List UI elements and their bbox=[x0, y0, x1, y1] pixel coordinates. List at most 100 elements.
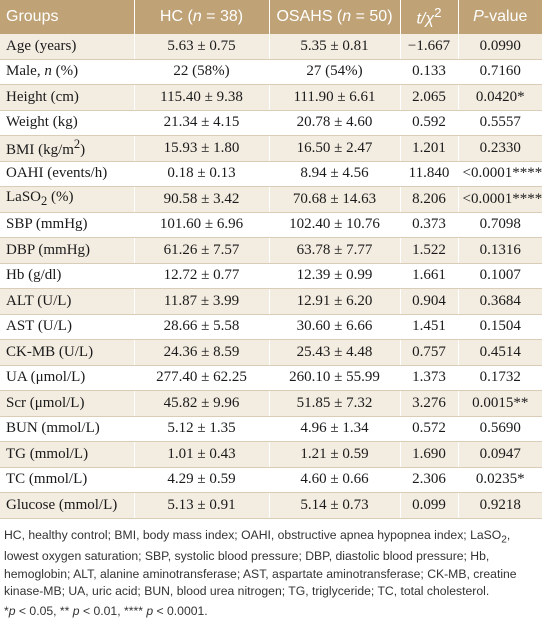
cell-p-value: <0.0001**** bbox=[458, 186, 542, 213]
cell-statistic: 1.373 bbox=[400, 365, 459, 391]
cell-p-value: 0.5557 bbox=[458, 110, 542, 136]
row-label: BUN (mmol/L) bbox=[0, 416, 135, 442]
cell-p-value: 0.5690 bbox=[458, 416, 542, 442]
table-row: SBP (mmHg) 101.60 ± 6.96 102.40 ± 10.76 0.3… bbox=[0, 212, 542, 238]
cell-p-value: 0.0947 bbox=[458, 441, 542, 468]
cell-p-value: 0.3684 bbox=[458, 288, 542, 315]
table-body: Age (years) 5.63 ± 0.75 5.35 ± 0.81 −1.667 0… bbox=[0, 34, 542, 519]
cell-hc: 61.26 ± 7.57 bbox=[134, 237, 270, 264]
row-label: ALT (U/L) bbox=[0, 288, 135, 315]
row-label: TG (mmol/L) bbox=[0, 441, 135, 468]
table-row: DBP (mmHg) 61.26 ± 7.57 63.78 ± 7.77 1.522 0… bbox=[0, 237, 542, 264]
row-label: Glucose (mmol/L) bbox=[0, 492, 135, 519]
cell-hc: 4.29 ± 0.59 bbox=[134, 467, 270, 493]
cell-p-value: 0.4514 bbox=[458, 339, 542, 366]
cell-statistic: 0.572 bbox=[400, 416, 459, 442]
table-row: Hb (g/dl) 12.72 ± 0.77 12.39 ± 0.99 1.661 0.… bbox=[0, 263, 542, 289]
row-label: Scr (μmol/L) bbox=[0, 390, 135, 417]
cell-hc: 22 (58%) bbox=[134, 59, 270, 85]
header-groups: Groups bbox=[0, 0, 135, 34]
table-row: BMI (kg/m2) 15.93 ± 1.80 16.50 ± 2.47 1.201… bbox=[0, 135, 542, 162]
cell-hc: 5.13 ± 0.91 bbox=[134, 492, 270, 519]
header-row: Groups HC (n = 38) OSAHS (n = 50) t/χ2 P… bbox=[0, 0, 542, 34]
cell-hc: 12.72 ± 0.77 bbox=[134, 263, 270, 289]
table-row: CK-MB (U/L) 24.36 ± 8.59 25.43 ± 4.48 0.757… bbox=[0, 339, 542, 366]
cell-osahs: 111.90 ± 6.61 bbox=[269, 84, 401, 111]
significance-note: *p < 0.05, ** p < 0.01, **** p < 0.0001. bbox=[4, 603, 208, 618]
cell-statistic: 8.206 bbox=[400, 186, 459, 213]
table-row: TC (mmol/L) 4.29 ± 0.59 4.60 ± 0.66 2.306 0.… bbox=[0, 467, 542, 493]
cell-p-value: 0.2330 bbox=[458, 135, 542, 162]
data-table: Groups HC (n = 38) OSAHS (n = 50) t/χ2 P… bbox=[0, 0, 542, 519]
table-header: Groups HC (n = 38) OSAHS (n = 50) t/χ2 P… bbox=[0, 0, 542, 34]
cell-hc: 15.93 ± 1.80 bbox=[134, 135, 270, 162]
cell-statistic: 11.840 bbox=[400, 161, 459, 187]
cell-statistic: 1.522 bbox=[400, 237, 459, 264]
cell-osahs: 12.91 ± 6.20 bbox=[269, 288, 401, 315]
cell-hc: 11.87 ± 3.99 bbox=[134, 288, 270, 315]
cell-p-value: 0.0420* bbox=[458, 84, 542, 111]
cell-hc: 1.01 ± 0.43 bbox=[134, 441, 270, 468]
table-row: ALT (U/L) 11.87 ± 3.99 12.91 ± 6.20 0.904 0.… bbox=[0, 288, 542, 315]
table-row: Male, n (%) 22 (58%) 27 (54%) 0.133 0.7160 bbox=[0, 59, 542, 85]
cell-hc: 0.18 ± 0.13 bbox=[134, 161, 270, 187]
cell-osahs: 4.60 ± 0.66 bbox=[269, 467, 401, 493]
cell-osahs: 16.50 ± 2.47 bbox=[269, 135, 401, 162]
cell-statistic: 0.904 bbox=[400, 288, 459, 315]
cell-statistic: 0.099 bbox=[400, 492, 459, 519]
row-label: SBP (mmHg) bbox=[0, 212, 135, 238]
table-row: Weight (kg) 21.34 ± 4.15 20.78 ± 4.60 0.592… bbox=[0, 110, 542, 136]
header-statistic: t/χ2 bbox=[400, 0, 459, 34]
cell-osahs: 5.35 ± 0.81 bbox=[269, 34, 401, 60]
cell-statistic: −1.667 bbox=[400, 34, 459, 60]
cell-statistic: 1.201 bbox=[400, 135, 459, 162]
cell-osahs: 8.94 ± 4.56 bbox=[269, 161, 401, 187]
table-row: TG (mmol/L) 1.01 ± 0.43 1.21 ± 0.59 1.690 0.… bbox=[0, 441, 542, 468]
cell-osahs: 5.14 ± 0.73 bbox=[269, 492, 401, 519]
cell-statistic: 0.373 bbox=[400, 212, 459, 238]
table-row: Height (cm) 115.40 ± 9.38 111.90 ± 6.61 2.0… bbox=[0, 84, 542, 111]
row-label: OAHI (events/h) bbox=[0, 161, 135, 187]
cell-osahs: 20.78 ± 4.60 bbox=[269, 110, 401, 136]
header-hc: HC (n = 38) bbox=[134, 0, 270, 34]
row-label: Height (cm) bbox=[0, 84, 135, 111]
cell-p-value: 0.0015** bbox=[458, 390, 542, 417]
cell-osahs: 12.39 ± 0.99 bbox=[269, 263, 401, 289]
cell-hc: 28.66 ± 5.58 bbox=[134, 314, 270, 340]
cell-hc: 5.63 ± 0.75 bbox=[134, 34, 270, 60]
abbreviations-note: HC, healthy control; BMI, body mass inde… bbox=[4, 527, 517, 599]
cell-statistic: 0.133 bbox=[400, 59, 459, 85]
cell-hc: 21.34 ± 4.15 bbox=[134, 110, 270, 136]
row-label: Hb (g/dl) bbox=[0, 263, 135, 289]
cell-osahs: 260.10 ± 55.99 bbox=[269, 365, 401, 391]
table-row: Age (years) 5.63 ± 0.75 5.35 ± 0.81 −1.667 0… bbox=[0, 34, 542, 60]
row-label: CK-MB (U/L) bbox=[0, 339, 135, 366]
row-label: Weight (kg) bbox=[0, 110, 135, 136]
cell-p-value: <0.0001**** bbox=[458, 161, 542, 187]
table-row: LaSO2 (%) 90.58 ± 3.42 70.68 ± 14.63 8.206 <… bbox=[0, 186, 542, 213]
cell-hc: 115.40 ± 9.38 bbox=[134, 84, 270, 111]
cell-statistic: 0.592 bbox=[400, 110, 459, 136]
cell-statistic: 1.451 bbox=[400, 314, 459, 340]
cell-osahs: 27 (54%) bbox=[269, 59, 401, 85]
header-osahs: OSAHS (n = 50) bbox=[269, 0, 401, 34]
row-label: TC (mmol/L) bbox=[0, 467, 135, 493]
row-label: BMI (kg/m2) bbox=[0, 135, 135, 162]
cell-p-value: 0.7160 bbox=[458, 59, 542, 85]
cell-osahs: 51.85 ± 7.32 bbox=[269, 390, 401, 417]
cell-p-value: 0.1504 bbox=[458, 314, 542, 340]
cell-hc: 90.58 ± 3.42 bbox=[134, 186, 270, 213]
cell-hc: 101.60 ± 6.96 bbox=[134, 212, 270, 238]
cell-statistic: 3.276 bbox=[400, 390, 459, 417]
cell-statistic: 2.065 bbox=[400, 84, 459, 111]
table-row: BUN (mmol/L) 5.12 ± 1.35 4.96 ± 1.34 0.572 0… bbox=[0, 416, 542, 442]
cell-hc: 5.12 ± 1.35 bbox=[134, 416, 270, 442]
cell-hc: 24.36 ± 8.59 bbox=[134, 339, 270, 366]
cell-osahs: 1.21 ± 0.59 bbox=[269, 441, 401, 468]
row-label: UA (μmol/L) bbox=[0, 365, 135, 391]
cell-p-value: 0.1732 bbox=[458, 365, 542, 391]
cell-osahs: 25.43 ± 4.48 bbox=[269, 339, 401, 366]
cell-osahs: 30.60 ± 6.66 bbox=[269, 314, 401, 340]
cell-osahs: 102.40 ± 10.76 bbox=[269, 212, 401, 238]
